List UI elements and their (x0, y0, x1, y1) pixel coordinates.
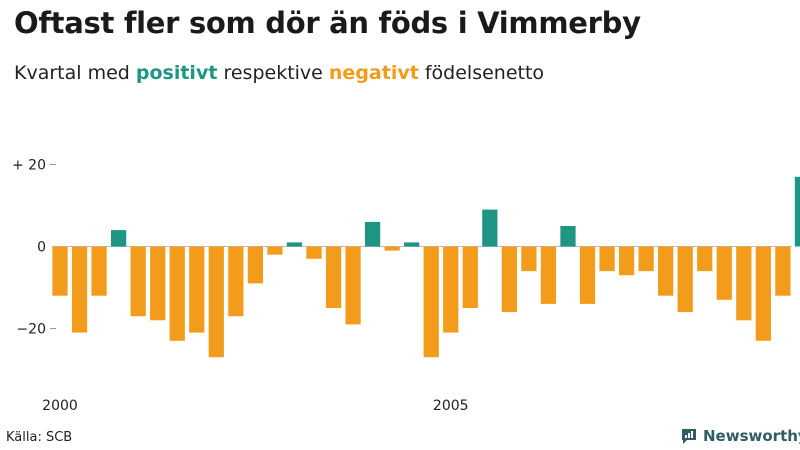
brand-name: Newsworthy (703, 427, 800, 445)
bar-positive (794, 176, 800, 247)
bar-negative (658, 246, 674, 296)
bar-negative (540, 246, 557, 304)
bar-negative (618, 246, 635, 276)
subtitle-negative: negativt (328, 62, 419, 84)
x-tick-label: 2000 (42, 398, 78, 414)
bar-positive (404, 242, 420, 247)
bar-negative (384, 246, 400, 251)
y-tick-label: 0 (37, 240, 46, 256)
subtitle-prefix: Kvartal med (14, 62, 136, 84)
bar-negative (501, 246, 517, 313)
brand-logo: Newsworthy (680, 427, 800, 445)
bar-positive (110, 230, 127, 247)
subtitle-middle: respektive (217, 62, 329, 84)
bar-negative (599, 246, 615, 272)
bar-negative (521, 246, 537, 272)
bar-negative (443, 246, 459, 333)
bar-negative (462, 246, 478, 308)
bar-negative (755, 246, 771, 341)
bar-negative (325, 246, 342, 308)
bar-negative (423, 246, 439, 358)
x-axis: 20002005201020152020 (42, 398, 469, 414)
bar-negative (579, 246, 596, 304)
bar-negative (716, 246, 732, 300)
bar-negative (697, 246, 713, 272)
bar-negative (306, 246, 322, 259)
x-tick-label: 2005 (433, 398, 469, 414)
subtitle-suffix: födelsenetto (418, 62, 545, 84)
bar-negative (345, 246, 361, 325)
bar-negative (189, 246, 205, 333)
y-tick-label: −20 (16, 322, 46, 338)
bar-negative (52, 246, 68, 296)
bar-negative (208, 246, 224, 358)
bar-positive (560, 226, 576, 247)
bar-negative (775, 246, 791, 296)
bar-negative (677, 246, 693, 313)
bar-negative (169, 246, 185, 341)
bar-positive (364, 221, 381, 247)
bar-negative (736, 246, 752, 321)
subtitle-positive: positivt (135, 62, 218, 84)
newsworthy-logo-icon (682, 429, 696, 444)
bar-negative (638, 246, 654, 272)
bar-negative (130, 246, 146, 317)
source-note: Källa: SCB (6, 430, 73, 445)
chart-title: Oftast fler som dör än föds i Vimmerby (14, 6, 641, 40)
y-axis: + 20 0 −20 (12, 158, 56, 338)
bar-negative (71, 246, 88, 333)
bar-negative (150, 246, 166, 321)
bar-negative (91, 246, 107, 296)
bar-negative (267, 246, 283, 255)
bar-negative (228, 246, 244, 317)
chart-subtitle: Kvartal med positivt respektive negativt… (14, 62, 544, 84)
bar-positive (482, 209, 498, 247)
bars (52, 176, 800, 358)
bar-positive (286, 242, 303, 247)
bar-negative (247, 246, 263, 284)
y-tick-label: + 20 (12, 158, 46, 174)
